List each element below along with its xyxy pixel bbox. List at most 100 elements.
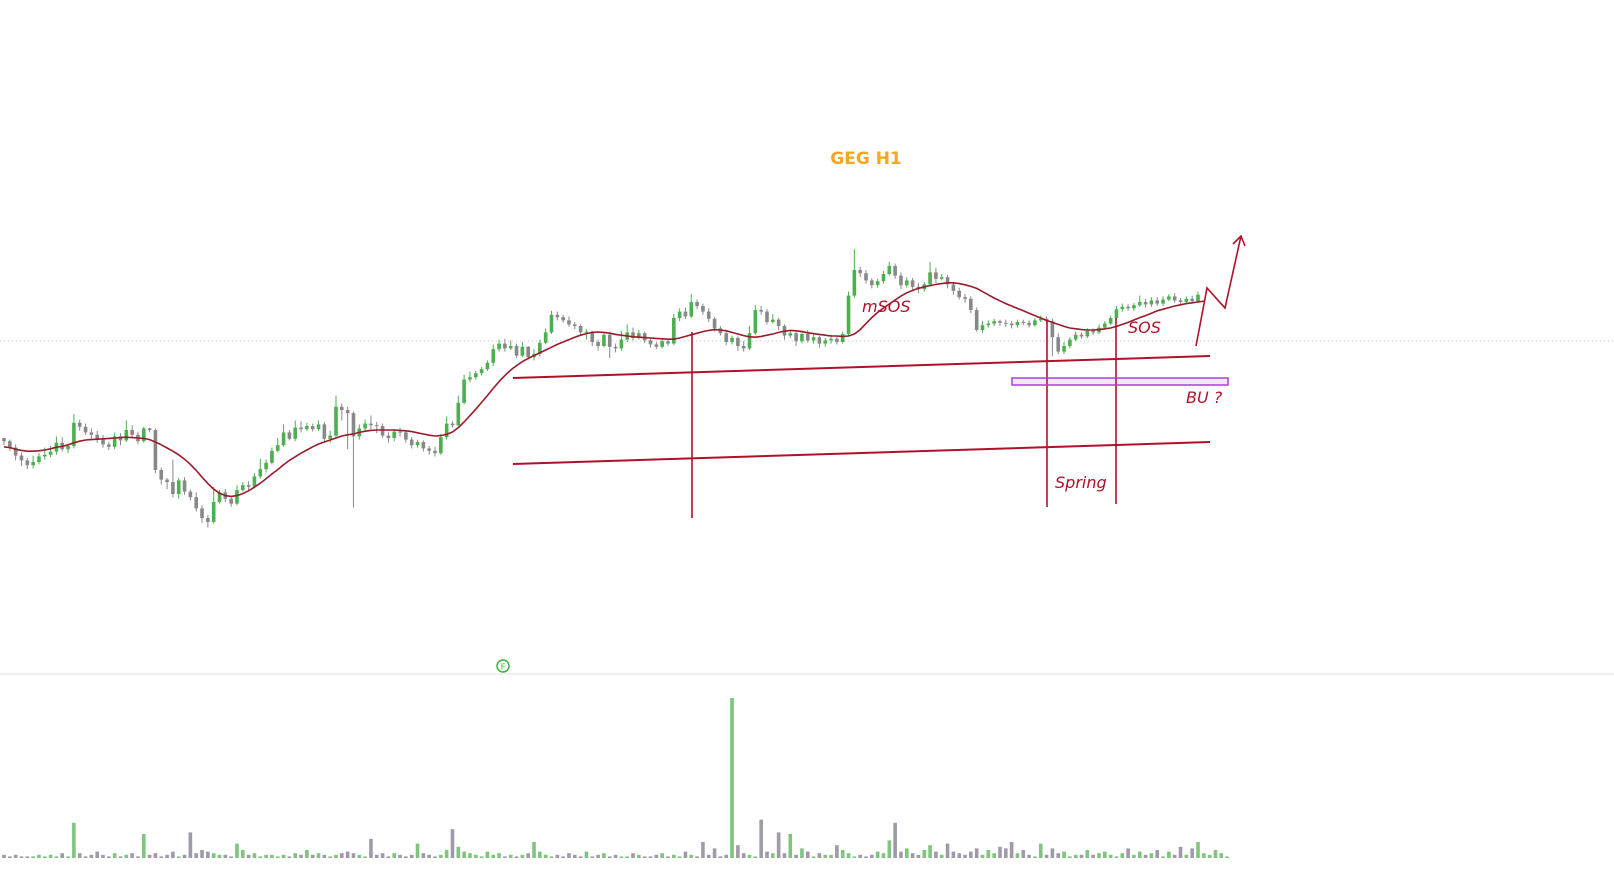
candle: [118, 433, 123, 446]
volume-bar: [322, 854, 327, 858]
candle-body: [1108, 318, 1113, 324]
candle-body: [590, 331, 595, 342]
candle: [427, 446, 431, 455]
volume-bar: [590, 856, 595, 858]
volume-bar: [1155, 850, 1160, 858]
candle: [1068, 337, 1072, 349]
candle-body: [281, 432, 286, 446]
volume-bar: [654, 854, 659, 858]
candle-body: [794, 333, 798, 342]
volume-bar: [194, 853, 199, 858]
candle-body: [823, 340, 828, 344]
volume-bar: [89, 854, 94, 858]
candle: [275, 438, 280, 453]
candle: [1027, 320, 1031, 328]
candle: [969, 296, 973, 314]
candle: [1126, 304, 1130, 311]
volume-bar: [852, 856, 857, 858]
candle: [497, 339, 501, 352]
volume-bar: [1225, 856, 1229, 858]
candle: [1149, 297, 1154, 307]
volume-bar: [1056, 853, 1061, 858]
volume-bar: [706, 854, 711, 858]
volume-bar: [1213, 850, 1218, 858]
volume-bar: [83, 856, 88, 858]
volume-bar: [19, 856, 24, 858]
candle: [730, 335, 734, 345]
marker-circle[interactable]: [496, 659, 510, 673]
volume-bar: [805, 851, 810, 858]
candle-body: [596, 342, 600, 346]
volume-bar: [392, 853, 397, 858]
candle: [503, 338, 507, 352]
dividend-marker[interactable]: F: [496, 659, 510, 673]
candle-body: [526, 346, 531, 358]
candle: [485, 360, 490, 371]
candle: [637, 330, 641, 340]
volume-bar: [386, 856, 391, 858]
candle-body: [753, 310, 758, 334]
candle-body: [188, 491, 193, 498]
candle-body: [2, 438, 6, 442]
volume-bar: [520, 854, 525, 858]
candle: [240, 482, 245, 492]
candle-body: [456, 402, 461, 426]
candle-body: [1196, 294, 1200, 302]
candle-body: [497, 343, 501, 350]
volume-bar: [1073, 854, 1078, 858]
volume-bar: [77, 853, 82, 858]
candle-body: [969, 298, 973, 310]
candle-body: [613, 346, 618, 349]
candle: [619, 330, 624, 351]
candle-body: [538, 342, 542, 354]
candle: [54, 436, 59, 455]
candle: [141, 426, 146, 443]
candle-body: [1184, 298, 1189, 302]
candle: [701, 303, 705, 315]
candle-body: [1068, 339, 1072, 346]
candle: [555, 311, 560, 321]
volume-bar: [211, 853, 216, 858]
volume-bar: [229, 856, 233, 858]
volume-bar: [1015, 853, 1020, 858]
candle: [561, 314, 565, 323]
volume-bar: [875, 851, 880, 858]
candle: [439, 434, 443, 455]
volume-bar: [619, 856, 624, 858]
volume-bar: [543, 854, 548, 858]
candle: [409, 437, 414, 449]
candle: [112, 432, 117, 450]
candle: [188, 489, 193, 501]
volume-bar: [998, 846, 1002, 858]
volume-bar: [351, 853, 356, 858]
volume-bar: [118, 856, 123, 858]
volume-bar: [305, 850, 309, 858]
volume-bar: [1161, 856, 1165, 858]
candle-body: [660, 341, 664, 347]
candle: [25, 458, 30, 470]
candle-body: [124, 430, 129, 441]
candle: [415, 439, 420, 448]
candle: [13, 444, 18, 461]
volume-bar: [427, 854, 431, 858]
candle-body: [654, 344, 659, 347]
candle: [998, 319, 1002, 326]
candle-body: [1126, 306, 1130, 309]
volume-bar: [613, 854, 618, 858]
candle: [771, 314, 775, 324]
candle: [875, 278, 880, 288]
candle: [1155, 297, 1160, 306]
volume-bar: [1050, 848, 1055, 858]
candle: [945, 274, 950, 289]
volume-bar: [258, 856, 263, 858]
candle: [468, 371, 472, 382]
candle: [887, 262, 892, 276]
candle-body: [555, 314, 560, 318]
volume-bar: [468, 853, 472, 858]
volume-bar: [1207, 854, 1212, 858]
volume-bar: [747, 854, 752, 858]
candle: [986, 320, 991, 328]
candle-body: [72, 422, 76, 446]
candle: [974, 307, 979, 332]
